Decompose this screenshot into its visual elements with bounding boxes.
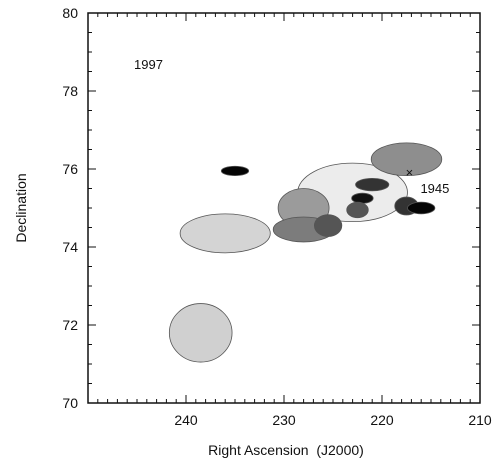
x-axis-title: Right Ascension (J2000) (208, 442, 364, 458)
source-ellipse-9 (351, 192, 374, 204)
source-ellipse-13 (220, 165, 250, 177)
y-tick-label: 70 (62, 395, 78, 411)
marker-x: × (406, 165, 414, 180)
source-ellipse-2 (179, 213, 271, 254)
source-ellipse-12 (407, 201, 436, 215)
y-tick-label: 78 (62, 83, 78, 99)
labels-layer: 240 230 220 210 70 72 74 76 78 80 (62, 5, 491, 428)
y-axis-title: Declination (13, 173, 29, 242)
y-tick-label: 74 (62, 239, 78, 255)
sources-layer: × 1945 (168, 142, 449, 363)
ticks-layer (87, 12, 481, 404)
y-tick-label: 72 (62, 317, 78, 333)
y-tick-label: 80 (62, 5, 78, 21)
y-tick-label: 76 (62, 161, 78, 177)
source-ellipse-7 (313, 214, 343, 237)
source-ellipse-4 (370, 142, 443, 177)
source-ellipse-10 (346, 201, 369, 219)
x-tick-label: 210 (468, 412, 492, 428)
x-tick-label: 240 (174, 412, 198, 428)
source-ellipse-3 (168, 303, 233, 363)
source-ellipse-8 (355, 177, 390, 192)
x-tick-label: 230 (272, 412, 296, 428)
x-tick-label: 220 (370, 412, 394, 428)
marker-label: 1945 (420, 181, 449, 196)
epoch-label: 1997 (134, 57, 163, 72)
